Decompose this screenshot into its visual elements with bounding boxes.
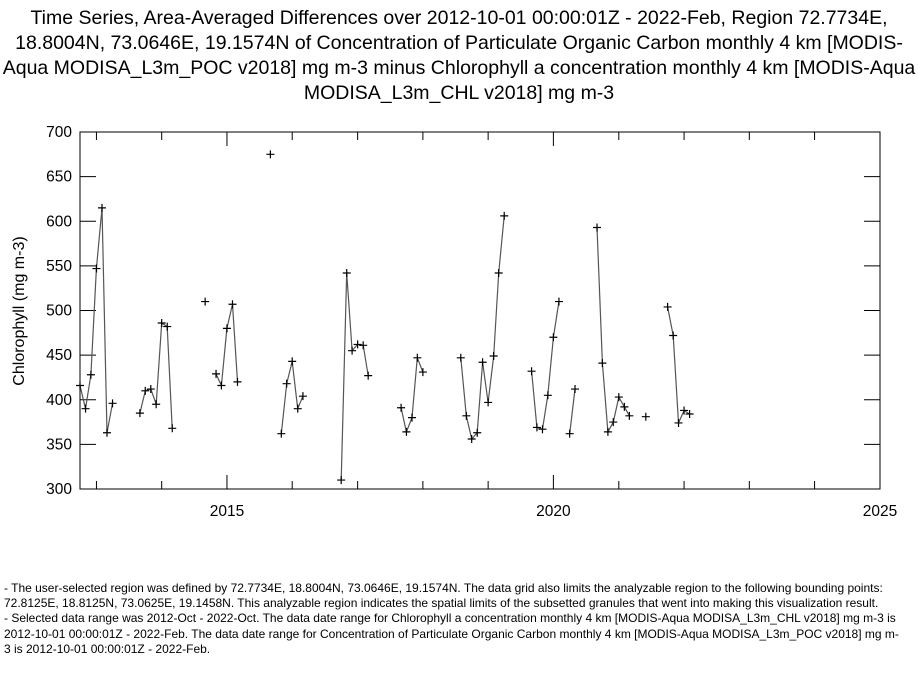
region-note: - The user-selected region was defined b… (4, 581, 883, 611)
data-point (146, 385, 155, 394)
data-point (277, 429, 286, 438)
data-point (288, 357, 297, 366)
notes-section: - The user-selected region was defined b… (4, 581, 904, 657)
data-point (76, 381, 84, 390)
data-point (527, 367, 536, 376)
series-line (460, 215, 505, 441)
data-point (212, 369, 221, 378)
data-point (364, 371, 373, 380)
series-line (596, 227, 630, 434)
series-line (340, 272, 369, 481)
data-point (337, 476, 346, 485)
data-point (538, 425, 547, 434)
data-point (152, 400, 161, 409)
data-point (407, 413, 416, 422)
data-point (86, 370, 95, 379)
data-point (97, 203, 106, 212)
data-point (298, 392, 307, 401)
data-point (397, 403, 406, 412)
plot-frame (79, 131, 881, 490)
data-point (473, 428, 482, 437)
data-point (456, 353, 465, 362)
series-line (79, 207, 114, 433)
data-point (543, 391, 552, 400)
series-line (139, 321, 173, 429)
data-point (293, 404, 302, 413)
data-point (663, 302, 672, 311)
data-point (603, 427, 612, 436)
data-point (92, 264, 101, 273)
data-point (402, 427, 411, 436)
data-point (353, 340, 362, 349)
series-line (531, 301, 560, 430)
data-point (467, 435, 476, 444)
data-point (201, 297, 210, 306)
data-point (168, 424, 177, 433)
data-point (418, 368, 427, 377)
x-tick-label: 2025 (863, 503, 897, 520)
data-point (571, 385, 580, 394)
chart-title: Time Series, Area-Averaged Differences o… (2, 7, 916, 104)
data-point (163, 322, 172, 331)
y-tick-label: 650 (46, 169, 72, 186)
data-point (342, 269, 351, 278)
x-tick-label: 2020 (536, 503, 571, 520)
data-point (108, 399, 117, 408)
data-point (674, 418, 683, 427)
data-point (157, 318, 166, 327)
chart-axes: 300 350 400 450 500 550 600 650 700 2015 2020 2025 (46, 124, 897, 520)
chart-series (76, 150, 694, 485)
series-line (280, 361, 304, 434)
series-line (569, 388, 576, 434)
data-point (609, 418, 618, 427)
data-point (489, 352, 498, 361)
data-point (233, 377, 242, 386)
data-point (625, 411, 634, 420)
data-point (614, 393, 623, 402)
y-tick-label: 450 (46, 347, 72, 364)
y-tick-label: 550 (46, 258, 72, 275)
data-point (348, 346, 357, 355)
y-axis-label: Chlorophyll (mg m-3) (11, 236, 28, 385)
data-point (500, 211, 509, 220)
data-point (282, 379, 291, 388)
data-point (549, 333, 558, 342)
data-point (141, 386, 150, 395)
data-point (478, 358, 487, 367)
data-point (484, 398, 493, 407)
data-point (641, 412, 650, 421)
data-point (669, 331, 678, 340)
data-point (222, 324, 231, 333)
y-tick-label: 700 (46, 124, 72, 141)
data-point (462, 411, 471, 420)
data-point (81, 404, 90, 413)
data-point (593, 223, 602, 232)
data-point (494, 269, 503, 278)
data-point (413, 353, 422, 362)
data-point (228, 300, 237, 309)
data-point (532, 423, 541, 432)
x-tick-label: 2015 (210, 503, 244, 520)
series-line (667, 306, 690, 424)
data-point (565, 429, 574, 438)
y-tick-label: 350 (46, 436, 72, 453)
data-point (102, 428, 111, 437)
data-point (598, 359, 607, 368)
y-tick-label: 400 (46, 392, 72, 409)
date-range-note: - Selected data range was 2012-Oct - 202… (4, 611, 899, 656)
y-tick-label: 300 (46, 481, 72, 498)
data-point (620, 402, 629, 411)
y-tick-label: 500 (46, 303, 72, 320)
data-point (359, 341, 368, 350)
data-point (680, 406, 689, 415)
data-point (135, 409, 144, 418)
data-point (554, 297, 563, 306)
data-point (685, 410, 694, 419)
y-tick-label: 600 (46, 213, 72, 230)
data-point (217, 381, 226, 390)
data-point (266, 150, 275, 159)
